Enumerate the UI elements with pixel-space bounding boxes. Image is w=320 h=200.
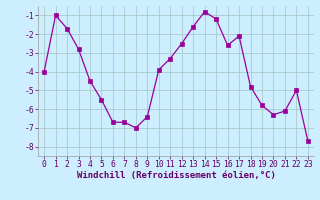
X-axis label: Windchill (Refroidissement éolien,°C): Windchill (Refroidissement éolien,°C) — [76, 171, 276, 180]
